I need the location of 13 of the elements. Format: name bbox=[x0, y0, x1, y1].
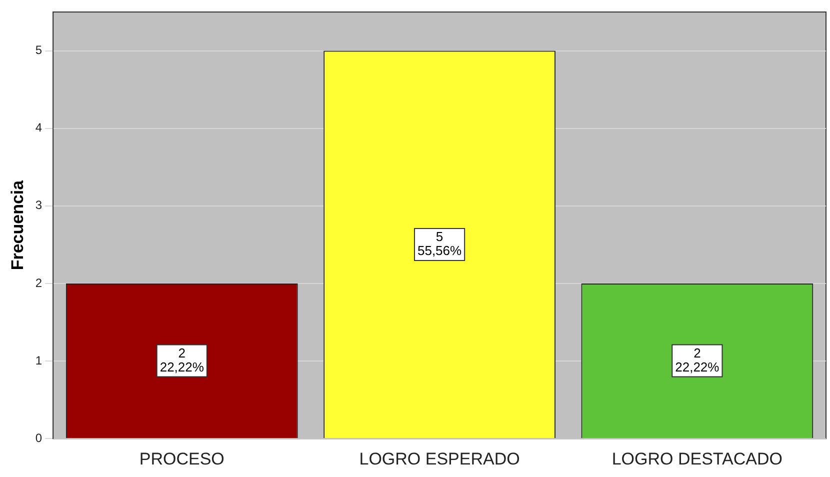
x-tick-label: PROCESO bbox=[139, 449, 224, 468]
y-axis-title: Frecuencia bbox=[8, 180, 27, 270]
data-label: 2 22,22% bbox=[675, 345, 720, 374]
data-label: 2 22,22% bbox=[160, 345, 204, 374]
y-tick-label: 3 bbox=[35, 198, 42, 212]
y-tick-label: 5 bbox=[35, 43, 42, 58]
x-tick-label: LOGRO ESPERADO bbox=[359, 449, 520, 468]
x-tick-label: LOGRO DESTACADO bbox=[612, 449, 783, 468]
y-tick-label: 4 bbox=[35, 120, 42, 135]
data-label: 5 55,56% bbox=[417, 229, 462, 258]
y-tick-label: 1 bbox=[35, 353, 42, 368]
y-tick-label: 2 bbox=[35, 276, 42, 290]
y-tick-label: 0 bbox=[35, 430, 42, 445]
